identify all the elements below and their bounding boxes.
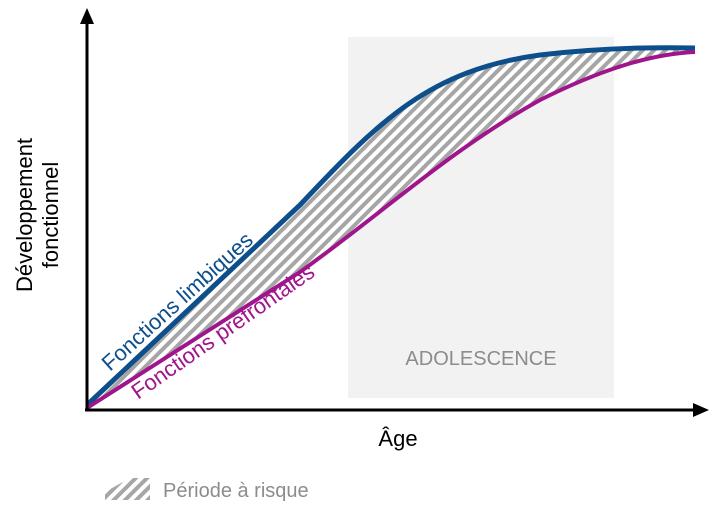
period-label: ADOLESCENCE: [405, 348, 556, 370]
legend-swatch: [105, 478, 150, 500]
y-arrow: [80, 8, 94, 24]
y-label-line2: fonctionnel: [38, 162, 63, 268]
x-label: Âge: [378, 426, 417, 451]
y-label-line1: Développement: [12, 138, 37, 292]
limbic-curve: [85, 45, 696, 407]
x-arrow: [693, 403, 709, 417]
prefrontal-curve: [85, 50, 696, 410]
legend-label: Période à risque: [163, 480, 309, 502]
